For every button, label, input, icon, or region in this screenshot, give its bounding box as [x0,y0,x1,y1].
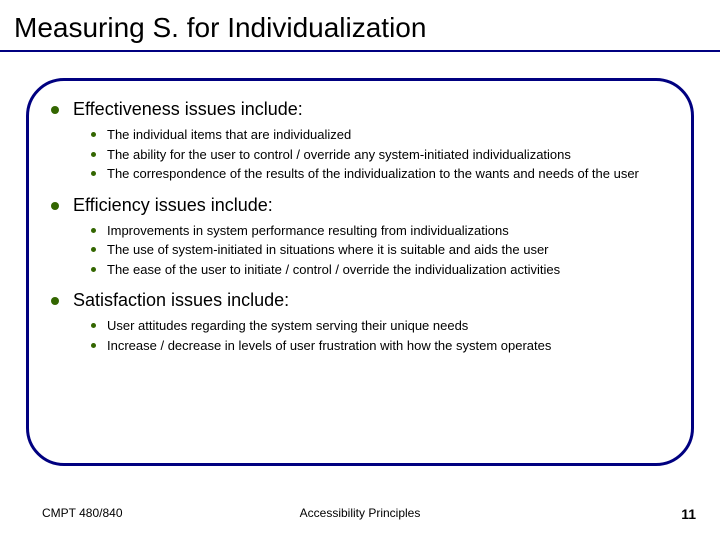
item-text: The use of system-initiated in situation… [107,241,549,259]
item-text: The ability for the user to control / ov… [107,146,571,164]
section-efficiency: Efficiency issues include: Improvements … [51,195,669,279]
section-heading: Effectiveness issues include: [73,99,303,120]
bullet-icon [91,267,96,272]
bullet-icon [91,247,96,252]
section-heading: Efficiency issues include: [73,195,273,216]
bullet-icon [91,228,96,233]
item-text: Increase / decrease in levels of user fr… [107,337,551,355]
list-item: The individual items that are individual… [91,126,669,144]
section-effectiveness: Effectiveness issues include: The indivi… [51,99,669,183]
section-satisfaction: Satisfaction issues include: User attitu… [51,290,669,354]
slide-title: Measuring S. for Individualization [0,0,720,50]
sub-list: User attitudes regarding the system serv… [91,317,669,354]
bullet-icon [51,202,59,210]
bullet-icon [91,132,96,137]
list-item: Improvements in system performance resul… [91,222,669,240]
footer-course: CMPT 480/840 [42,506,123,520]
bullet-icon [91,343,96,348]
bullet-icon [51,106,59,114]
sub-list: Improvements in system performance resul… [91,222,669,279]
item-text: User attitudes regarding the system serv… [107,317,468,335]
bullet-icon [91,323,96,328]
bullet-icon [91,171,96,176]
section-head: Effectiveness issues include: [51,99,669,120]
page-number: 11 [681,506,696,522]
title-underline [0,50,720,52]
bullet-icon [91,152,96,157]
footer: CMPT 480/840 Accessibility Principles 11 [0,506,720,526]
list-item: The use of system-initiated in situation… [91,241,669,259]
item-text: The ease of the user to initiate / contr… [107,261,560,279]
footer-topic: Accessibility Principles [300,506,421,520]
list-item: Increase / decrease in levels of user fr… [91,337,669,355]
section-head: Efficiency issues include: [51,195,669,216]
list-item: The ease of the user to initiate / contr… [91,261,669,279]
content-frame: Effectiveness issues include: The indivi… [26,78,694,466]
item-text: Improvements in system performance resul… [107,222,509,240]
list-item: The ability for the user to control / ov… [91,146,669,164]
section-head: Satisfaction issues include: [51,290,669,311]
item-text: The correspondence of the results of the… [107,165,639,183]
list-item: User attitudes regarding the system serv… [91,317,669,335]
list-item: The correspondence of the results of the… [91,165,669,183]
sub-list: The individual items that are individual… [91,126,669,183]
section-heading: Satisfaction issues include: [73,290,289,311]
bullet-icon [51,297,59,305]
item-text: The individual items that are individual… [107,126,351,144]
